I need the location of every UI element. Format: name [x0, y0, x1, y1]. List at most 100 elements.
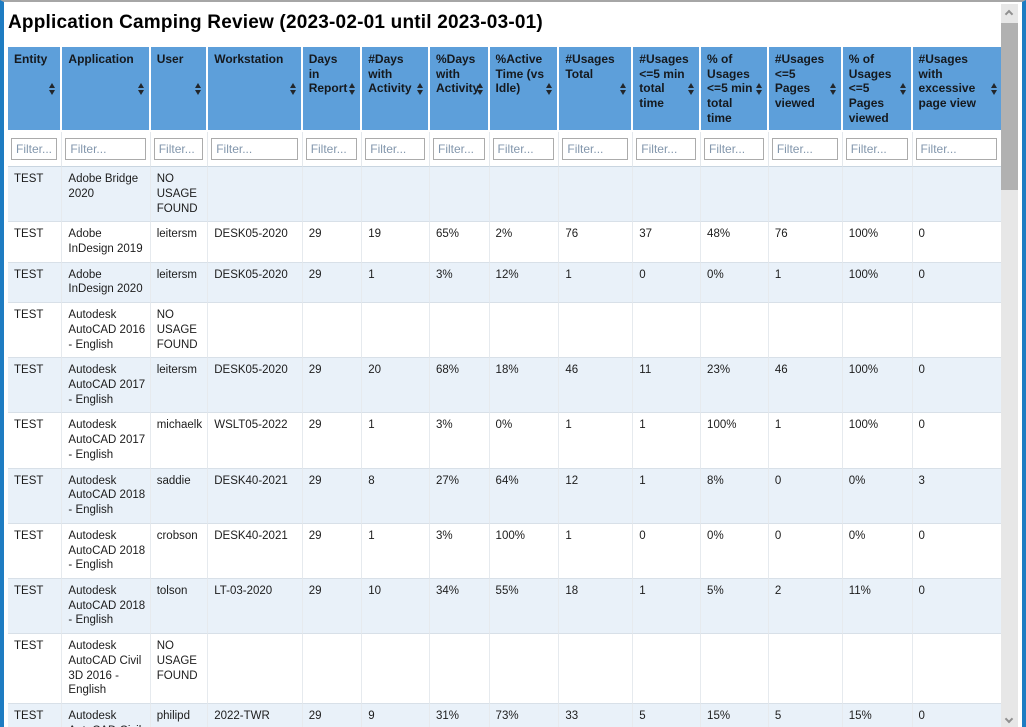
cell-pct-days-activity [430, 167, 490, 223]
cell-entity: TEST [8, 523, 63, 579]
filter-input-pct-usages-le5-min[interactable] [704, 138, 764, 161]
cell-pct-usages-le5-pages: 11% [842, 578, 913, 635]
vertical-scrollbar[interactable] [1001, 4, 1018, 727]
column-header-label: #Usages with excessive page view [918, 52, 976, 110]
table-row: TEST Autodesk AutoCAD 2018 - English tolso… [8, 578, 1002, 635]
sort-icon[interactable] [49, 82, 56, 95]
column-header-usages-le5-min[interactable]: #Usages <=5 min total time [633, 47, 702, 133]
cell-days-in-report: 29 [302, 468, 363, 524]
sort-icon[interactable] [899, 82, 907, 95]
table-row: TEST Adobe Bridge 2020 NO USAGE FOUND [8, 167, 1002, 223]
cell-days-with-activity: 8 [362, 468, 430, 524]
filter-input-days-in-report[interactable] [305, 138, 358, 161]
cell-workstation: DESK40-2021 [208, 523, 303, 579]
sort-icon[interactable] [137, 82, 145, 95]
cell-usages-excessive [912, 167, 1002, 223]
column-header-usages-total[interactable]: #Usages Total [559, 47, 634, 133]
cell-user: crobson [150, 523, 209, 579]
cell-pct-days-activity: 3% [430, 413, 490, 469]
sort-icon[interactable] [417, 82, 424, 95]
filter-input-pct-usages-le5-pages[interactable] [845, 138, 908, 161]
cell-usages-le5-pages: 76 [768, 222, 843, 263]
filter-input-application[interactable] [65, 138, 146, 161]
cell-pct-active-time: 12% [489, 262, 560, 304]
filter-input-usages-le5-pages[interactable] [771, 138, 838, 161]
column-header-label: Workstation [214, 52, 284, 66]
cell-usages-excessive: 3 [912, 468, 1002, 524]
cell-days-in-report: 29 [302, 703, 363, 727]
table-row: TEST Adobe InDesign 2020 leitersm DESK05-20… [8, 262, 1002, 304]
column-header-pct-days-activity[interactable]: %Days with Activity [430, 47, 490, 133]
filter-input-pct-active-time[interactable] [492, 138, 555, 161]
column-header-pct-usages-le5-pages[interactable]: % of Usages <=5 Pages viewed [842, 47, 913, 133]
cell-application: Adobe InDesign 2019 [62, 222, 151, 263]
filter-cell-pct-days-activity [430, 132, 490, 168]
column-header-usages-le5-pages[interactable]: #Usages <=5 Pages viewed [768, 47, 843, 133]
cell-entity: TEST [8, 703, 63, 727]
cell-pct-active-time: 18% [489, 358, 560, 414]
cell-days-with-activity: 19 [362, 222, 430, 263]
filter-input-usages-le5-min[interactable] [636, 138, 697, 161]
sort-icon[interactable] [829, 82, 837, 95]
sort-icon[interactable] [991, 82, 998, 95]
cell-usages-le5-pages: 5 [768, 703, 843, 727]
sort-icon[interactable] [688, 82, 695, 95]
scrollbar-thumb[interactable] [1001, 23, 1018, 190]
cell-pct-days-activity: 3% [430, 523, 490, 579]
column-header-application[interactable]: Application [62, 47, 151, 133]
table-row: TEST Autodesk AutoCAD Civil 3D 2016 - Eng… [8, 634, 1002, 704]
filter-input-usages-total[interactable] [562, 138, 629, 161]
column-header-entity[interactable]: Entity [8, 47, 63, 133]
cell-pct-active-time: 0% [489, 413, 560, 469]
cell-pct-usages-le5-min: 15% [701, 703, 769, 727]
column-header-days-with-activity[interactable]: #Days with Activity [362, 47, 430, 133]
filter-input-days-with-activity[interactable] [365, 138, 425, 161]
sort-icon[interactable] [620, 82, 627, 95]
cell-application: Autodesk AutoCAD 2018 - English [62, 523, 151, 579]
cell-entity: TEST [8, 167, 63, 223]
column-header-pct-usages-le5-min[interactable]: % of Usages <=5 min total time [701, 47, 769, 133]
cell-usages-total [559, 303, 634, 359]
cell-usages-le5-min: 5 [633, 703, 702, 727]
column-header-workstation[interactable]: Workstation [208, 47, 303, 133]
cell-days-in-report: 29 [302, 413, 363, 469]
report-table: Entity Application User Workstation Days in … [8, 47, 1002, 727]
sort-icon[interactable] [289, 82, 297, 95]
sort-icon[interactable] [195, 82, 202, 95]
cell-pct-usages-le5-pages [842, 167, 913, 223]
sort-icon[interactable] [476, 82, 484, 95]
sort-icon[interactable] [349, 82, 356, 95]
column-header-days-in-report[interactable]: Days in Report [302, 47, 363, 133]
cell-pct-usages-le5-pages: 15% [842, 703, 913, 727]
filter-input-usages-excessive[interactable] [915, 138, 997, 161]
cell-usages-le5-pages [768, 634, 843, 704]
filter-input-pct-days-activity[interactable] [433, 138, 485, 161]
cell-usages-total: 18 [559, 578, 634, 635]
cell-pct-active-time: 64% [489, 468, 560, 524]
column-header-label: % of Usages <=5 Pages viewed [848, 52, 892, 125]
cell-pct-usages-le5-pages: 0% [842, 468, 913, 524]
filter-input-entity[interactable] [11, 138, 58, 161]
cell-application: Autodesk AutoCAD Civil 3D 2016 - English [62, 634, 151, 704]
column-header-pct-active-time[interactable]: %Active Time (vs Idle) [489, 47, 560, 133]
cell-entity: TEST [8, 262, 63, 304]
cell-usages-le5-min [633, 167, 702, 223]
cell-usages-total: 76 [559, 222, 634, 263]
cell-application: Autodesk AutoCAD Civil 3D 2017 - English [62, 703, 151, 727]
sort-icon[interactable] [546, 82, 553, 95]
filter-input-workstation[interactable] [211, 138, 298, 161]
cell-user: tolson [150, 578, 209, 635]
column-header-usages-excessive[interactable]: #Usages with excessive page view [912, 47, 1002, 133]
filter-input-user[interactable] [153, 138, 204, 161]
sort-icon[interactable] [755, 82, 763, 95]
column-header-user[interactable]: User [150, 47, 209, 133]
cell-usages-excessive: 0 [912, 222, 1002, 263]
column-header-label: #Days with Activity [368, 52, 412, 96]
cell-pct-active-time [489, 167, 560, 223]
cell-pct-days-activity: 68% [430, 358, 490, 414]
scroll-up-button[interactable] [1001, 4, 1018, 21]
cell-usages-total: 46 [559, 358, 634, 414]
cell-days-with-activity [362, 303, 430, 359]
scroll-down-button[interactable] [1001, 712, 1018, 727]
column-header-label: #Usages <=5 Pages viewed [774, 52, 825, 110]
